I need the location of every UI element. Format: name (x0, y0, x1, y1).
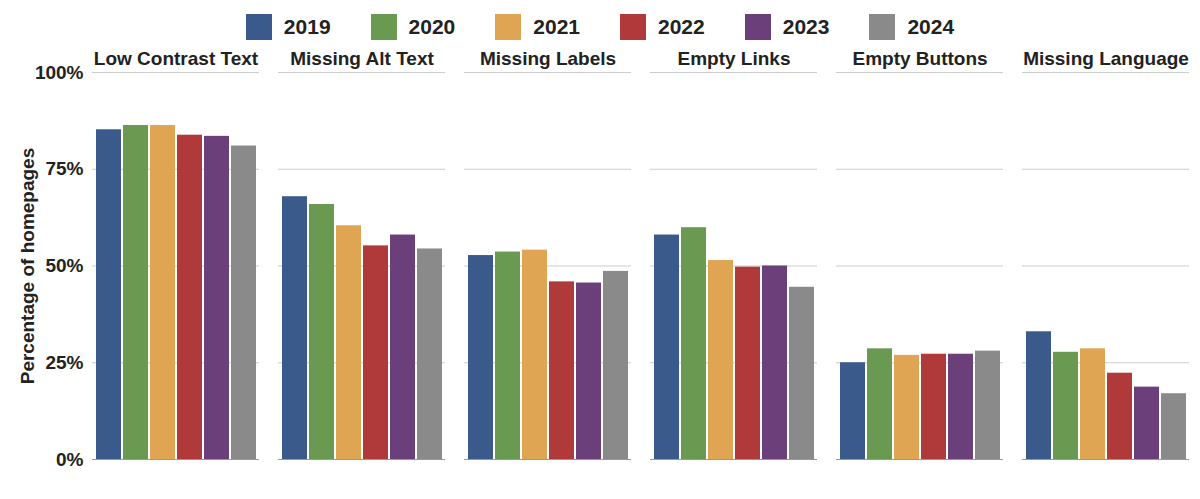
svg-text:Missing Alt Text: Missing Alt Text (290, 50, 434, 69)
svg-text:25%: 25% (45, 352, 83, 373)
svg-text:Empty Links: Empty Links (678, 50, 791, 69)
svg-text:0%: 0% (56, 449, 84, 470)
svg-text:50%: 50% (45, 255, 83, 276)
svg-text:75%: 75% (45, 158, 83, 179)
html-text:2024: 2024 (907, 15, 955, 38)
html-text:2022: 2022 (658, 15, 705, 38)
svg-text:Missing Labels: Missing Labels (480, 50, 616, 69)
svg-text:Empty Buttons: Empty Buttons (852, 50, 987, 69)
svg-text:Missing Language: Missing Language (1023, 50, 1189, 69)
svg-text:100%: 100% (35, 62, 84, 83)
svg-text:Percentage of homepages: Percentage of homepages (17, 148, 38, 385)
html-text:2019: 2019 (283, 15, 331, 38)
html-text:2021: 2021 (533, 15, 580, 38)
html-text:2020: 2020 (408, 15, 456, 38)
html-text:2023: 2023 (782, 15, 830, 38)
svg-text:Low Contrast Text: Low Contrast Text (94, 50, 259, 69)
